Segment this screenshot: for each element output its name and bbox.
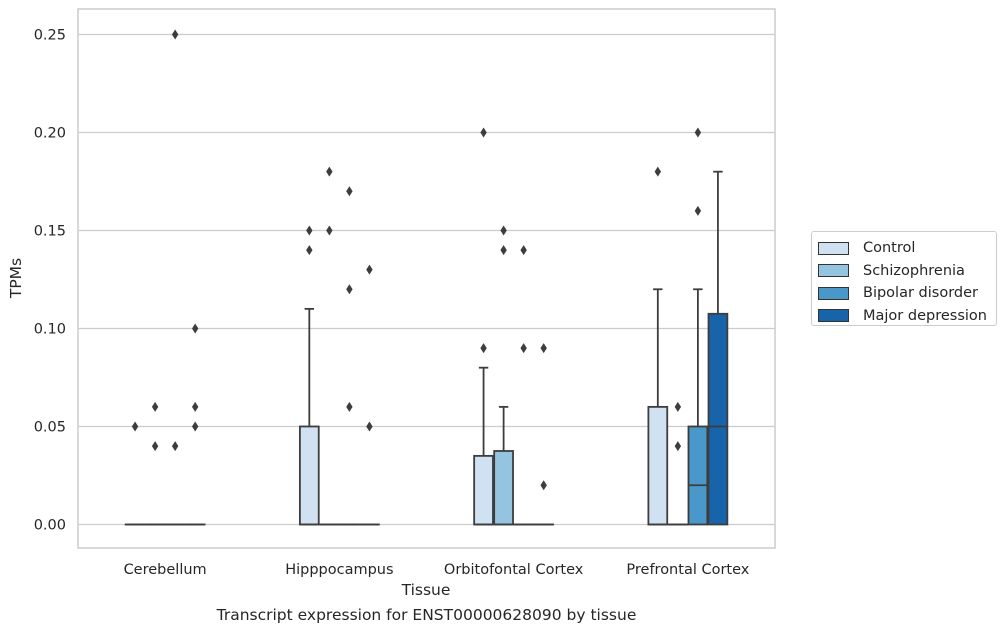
outlier-point [480, 343, 487, 354]
box-body [493, 450, 514, 526]
legend-swatch-schizophrenia [818, 264, 849, 278]
legend: Control Schizophrenia Bipolar disorder M… [811, 231, 997, 326]
y-tick-label: 0.25 [34, 27, 66, 43]
outlier-point [694, 205, 702, 216]
outlier-point [191, 323, 199, 334]
outlier-point [540, 343, 547, 354]
legend-label: Schizophrenia [863, 262, 965, 279]
outlier-point [694, 127, 702, 138]
legend-label: Bipolar disorder [863, 285, 978, 302]
legend-item-schizophrenia: Schizophrenia [818, 260, 996, 283]
outlier-point [346, 186, 353, 197]
outlier-point [191, 401, 199, 412]
box-body [298, 425, 320, 526]
box-control-3 [647, 288, 669, 526]
outlier-point [171, 29, 179, 40]
outlier-point [654, 166, 662, 177]
outlier-point [326, 225, 333, 236]
y-tick-label: 0.00 [34, 517, 66, 533]
outlier-point [480, 127, 487, 138]
legend-swatch-control [818, 241, 849, 255]
outlier-point [520, 245, 527, 256]
box-major-depression-3 [707, 170, 729, 526]
outlier-point [306, 245, 313, 256]
x-tick-label: Prefrontal Cortex [626, 562, 749, 578]
y-tick-label: 0.10 [34, 321, 66, 337]
y-tick-label: 0.05 [34, 419, 66, 435]
outlier-point [346, 401, 353, 412]
x-tick-label: Cerebellum [124, 562, 207, 578]
box-body [647, 405, 669, 526]
y-tick-label: 0.20 [34, 125, 66, 141]
outlier-point [151, 441, 159, 452]
x-tick-label: Orbitofontal Cortex [444, 562, 584, 578]
figure-caption: Transcript expression for ENST0000062809… [216, 606, 637, 624]
box-body [687, 425, 709, 526]
x-tick-label: Hipppocampus [285, 562, 393, 578]
x-axis-label: Tissue [401, 581, 451, 599]
outlier-point [306, 225, 313, 236]
y-axis-label: TPMs [7, 258, 25, 299]
outlier-point [500, 245, 507, 256]
legend-item-control: Control [818, 237, 996, 260]
box-bipolar-disorder-3 [687, 288, 709, 526]
y-tick-label: 0.15 [34, 223, 66, 239]
box-schizophrenia-2 [493, 405, 514, 526]
outlier-point [520, 343, 527, 354]
legend-label: Major depression [863, 307, 987, 324]
outlier-point [674, 441, 682, 452]
axes: 0.00 0.05 0.10 0.15 0.20 0.25 Cerebellum Hipppo… [34, 8, 776, 578]
outlier-point [540, 480, 547, 491]
outlier-point [366, 264, 373, 275]
boxes [124, 170, 729, 526]
box-body [473, 454, 494, 526]
outlier-point [674, 401, 682, 412]
outliers [131, 29, 702, 491]
plot-frame [77, 8, 776, 549]
legend-swatch-major-depression [818, 309, 849, 323]
outlier-point [346, 284, 353, 295]
outlier-point [366, 421, 373, 432]
legend-item-bipolar-disorder: Bipolar disorder [818, 282, 996, 305]
legend-swatch-bipolar-disorder [818, 286, 849, 300]
legend-label: Control [863, 240, 916, 257]
gridlines [78, 33, 775, 526]
outlier-point [171, 441, 179, 452]
box-body [707, 312, 729, 526]
outlier-point [191, 421, 199, 432]
outlier-point [326, 166, 333, 177]
outlier-point [131, 421, 139, 432]
box-control-2 [473, 366, 494, 526]
legend-item-major-depression: Major depression [818, 305, 996, 328]
box-control-1 [298, 307, 320, 526]
outlier-point [151, 401, 159, 412]
outlier-point [500, 225, 507, 236]
